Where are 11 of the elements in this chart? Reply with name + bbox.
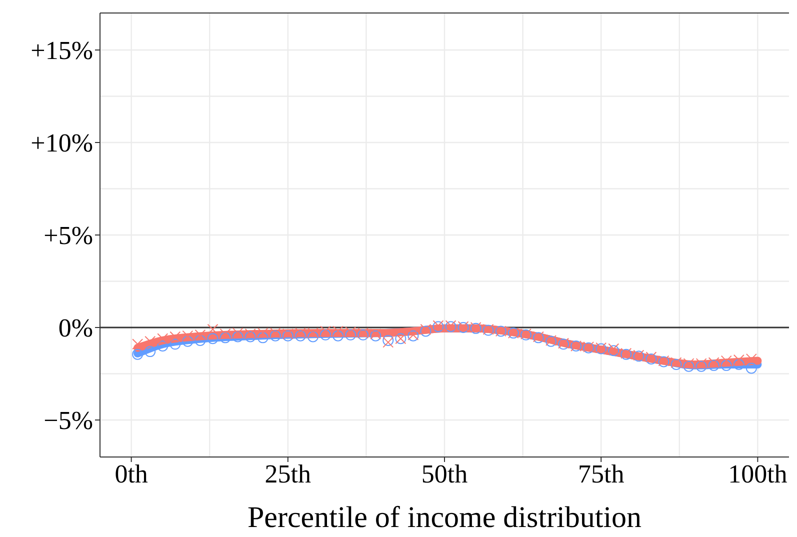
x-tick-label: 100th	[728, 459, 788, 488]
y-tick-label: +5%	[44, 221, 93, 250]
x-tick-label: 25th	[264, 459, 312, 488]
y-tick-label: +15%	[30, 36, 93, 66]
y-tick-label: 0%	[58, 314, 93, 343]
y-tick-label: +10%	[30, 128, 93, 158]
x-tick-label: 75th	[578, 459, 624, 488]
x-tick-label: 50th	[421, 459, 468, 488]
x-axis-title: Percentile of income distribution	[247, 501, 642, 534]
x-tick-label: 0th	[114, 459, 148, 488]
y-tick-label: −5%	[44, 406, 93, 436]
